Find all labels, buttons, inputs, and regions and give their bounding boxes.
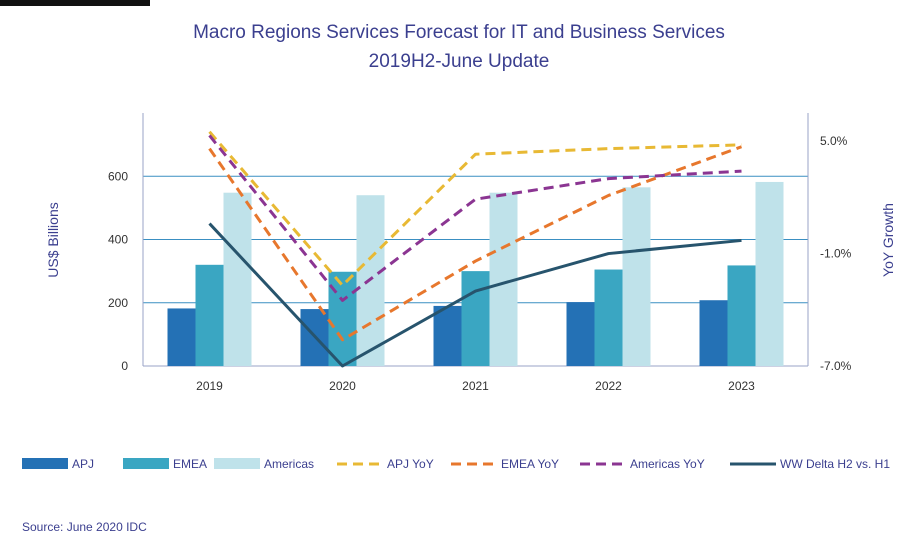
legend-label-americas-yoy: Americas YoY <box>630 457 705 471</box>
legend-label-emea: EMEA <box>173 457 207 471</box>
line-ww-delta-h2-vs-h1 <box>208 222 742 368</box>
y2-tick-label: 5.0% <box>820 134 848 148</box>
bar-emea <box>195 264 224 366</box>
top-edge-bar <box>0 0 150 6</box>
legend-swatch-americas <box>214 458 260 469</box>
bar-apj <box>566 302 595 366</box>
x-tick-label: 2021 <box>462 379 489 393</box>
bar-americas <box>755 181 784 366</box>
bar-apj <box>167 308 196 366</box>
y2-tick-label: -7.0% <box>820 359 852 373</box>
bar-emea <box>461 271 490 366</box>
chart-title: Macro Regions Services Forecast for IT a… <box>193 22 725 43</box>
bar-apj <box>433 305 462 366</box>
legend-label-apj: APJ <box>72 457 94 471</box>
legend-label-ww-delta-h2-vs-h1: WW Delta H2 vs. H1 <box>780 457 890 471</box>
source-note: Source: June 2020 IDC <box>22 520 147 534</box>
legend-label-americas: Americas <box>264 457 314 471</box>
y2-axis-title: YoY Growth <box>880 203 896 277</box>
y-tick-label: 0 <box>121 359 128 373</box>
bar-americas <box>622 187 651 366</box>
bar-americas <box>223 192 252 366</box>
line-emea-yoy <box>208 145 743 342</box>
legend-swatch-apj <box>22 458 68 469</box>
legend-swatch-emea <box>123 458 169 469</box>
legend-label-emea-yoy: EMEA YoY <box>501 457 559 471</box>
chart-area: 0 200 400 600 5.0% -1.0% -7.0% US$ Billions YoY … <box>22 113 896 471</box>
x-tick-label: 2022 <box>595 379 622 393</box>
line-apj-yoy <box>208 130 742 287</box>
legend-label-apj-yoy: APJ YoY <box>387 457 434 471</box>
x-tick-label: 2019 <box>196 379 223 393</box>
bar-emea <box>594 269 623 366</box>
y-tick-label: 200 <box>108 296 128 310</box>
y-tick-label: 600 <box>108 169 128 183</box>
y-axis-title: US$ Billions <box>45 202 61 277</box>
y2-tick-label: -1.0% <box>820 247 852 261</box>
bar-apj <box>699 300 728 366</box>
x-tick-label: 2023 <box>728 379 755 393</box>
bar-emea <box>727 265 756 366</box>
x-tick-label: 2020 <box>329 379 356 393</box>
y-tick-label: 400 <box>108 233 128 247</box>
chart-subtitle: 2019H2-June Update <box>368 51 550 72</box>
